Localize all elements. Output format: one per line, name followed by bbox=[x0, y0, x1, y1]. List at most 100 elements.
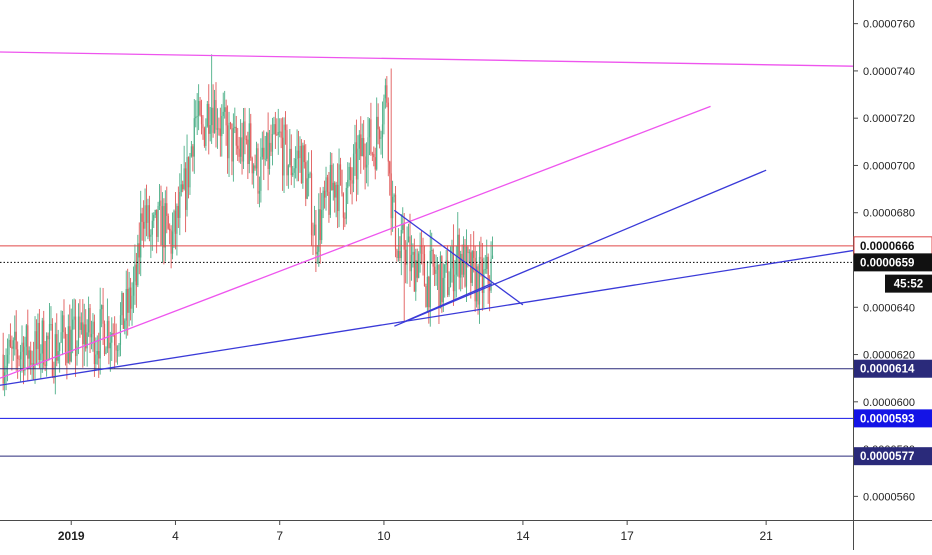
candle-body bbox=[72, 319, 74, 330]
candle-body bbox=[31, 363, 33, 365]
candle bbox=[449, 246, 452, 288]
candle bbox=[77, 303, 80, 355]
candle-body bbox=[470, 252, 472, 283]
candle-body bbox=[431, 250, 433, 251]
candle-body bbox=[254, 165, 256, 169]
candle-body bbox=[409, 236, 411, 272]
candle-body bbox=[266, 132, 268, 159]
candle bbox=[109, 331, 111, 372]
candle bbox=[464, 238, 466, 288]
candle bbox=[43, 310, 45, 369]
candle bbox=[248, 108, 250, 174]
candle bbox=[348, 162, 350, 187]
candle-body bbox=[43, 320, 45, 365]
candle-body bbox=[206, 103, 208, 127]
candle bbox=[143, 200, 145, 248]
candle-body bbox=[24, 346, 26, 371]
candle bbox=[302, 142, 304, 189]
y-tick-label: 0.0000700 bbox=[863, 160, 915, 172]
candle-body bbox=[455, 255, 457, 275]
candle bbox=[321, 192, 323, 244]
candle-body bbox=[25, 325, 27, 347]
candle-body bbox=[5, 366, 7, 373]
candle bbox=[138, 222, 140, 275]
candle-body bbox=[89, 307, 91, 338]
candle bbox=[30, 341, 32, 375]
candle bbox=[17, 341, 19, 379]
candle bbox=[195, 100, 197, 128]
candle-body bbox=[436, 265, 439, 270]
candle bbox=[205, 118, 207, 151]
candle bbox=[101, 304, 103, 328]
candle-body bbox=[170, 230, 172, 254]
candle-body bbox=[255, 148, 258, 169]
price-label-text: 0.0000666 bbox=[860, 241, 914, 253]
candle-body bbox=[271, 133, 274, 152]
candle-body bbox=[187, 157, 190, 188]
candle bbox=[37, 313, 39, 366]
candle bbox=[38, 309, 40, 369]
candle bbox=[392, 180, 394, 232]
price-label-0.0000666: 0.0000666 bbox=[853, 236, 932, 256]
candle bbox=[318, 193, 320, 267]
countdown-box bbox=[885, 274, 932, 293]
candle-body bbox=[14, 331, 16, 341]
candle bbox=[212, 84, 214, 138]
candle-body bbox=[41, 320, 43, 354]
candle bbox=[341, 169, 343, 197]
candle-body bbox=[186, 157, 188, 210]
candle-body bbox=[47, 335, 49, 340]
candle-body bbox=[244, 121, 246, 140]
candle-body bbox=[332, 182, 334, 191]
candle bbox=[132, 266, 135, 313]
candle-body bbox=[400, 230, 402, 259]
candle-body bbox=[85, 324, 87, 349]
candle bbox=[158, 183, 161, 211]
candle bbox=[447, 245, 449, 298]
candle-body bbox=[66, 352, 68, 363]
candle-body bbox=[296, 150, 298, 159]
candle bbox=[140, 190, 142, 277]
candle bbox=[368, 118, 371, 156]
candle bbox=[106, 298, 109, 353]
candle-body bbox=[381, 124, 384, 138]
candle bbox=[8, 334, 10, 364]
candle-body bbox=[216, 128, 219, 130]
candle-body bbox=[161, 206, 164, 245]
candle bbox=[445, 249, 447, 273]
candle-body bbox=[412, 251, 414, 255]
candle-body bbox=[397, 251, 400, 259]
candle-body bbox=[405, 249, 407, 265]
candle-body bbox=[335, 184, 337, 198]
candle bbox=[122, 292, 124, 329]
candle-body bbox=[200, 114, 203, 125]
candle-body bbox=[441, 256, 443, 303]
price-label-0.0000577: 0.0000577 bbox=[854, 447, 932, 466]
candle-body bbox=[274, 124, 276, 135]
candle bbox=[415, 248, 417, 301]
candle-body bbox=[128, 287, 130, 313]
candle-body bbox=[377, 116, 379, 130]
candle bbox=[351, 167, 353, 205]
candle bbox=[393, 193, 395, 203]
candle bbox=[27, 309, 29, 381]
candle bbox=[435, 254, 437, 286]
candle bbox=[99, 287, 101, 375]
candle-body bbox=[313, 224, 316, 236]
candle bbox=[66, 333, 68, 380]
candle-body bbox=[326, 177, 329, 192]
candle-body bbox=[355, 142, 358, 180]
candle bbox=[338, 148, 340, 228]
candle-body bbox=[44, 364, 46, 366]
candle bbox=[76, 340, 78, 366]
candle-body bbox=[119, 315, 122, 345]
candle-body bbox=[157, 205, 159, 237]
candle bbox=[339, 157, 342, 186]
candle-body bbox=[118, 344, 120, 351]
candle-body bbox=[169, 228, 171, 231]
candle bbox=[266, 131, 268, 162]
candle bbox=[296, 129, 298, 182]
candle bbox=[274, 111, 276, 149]
